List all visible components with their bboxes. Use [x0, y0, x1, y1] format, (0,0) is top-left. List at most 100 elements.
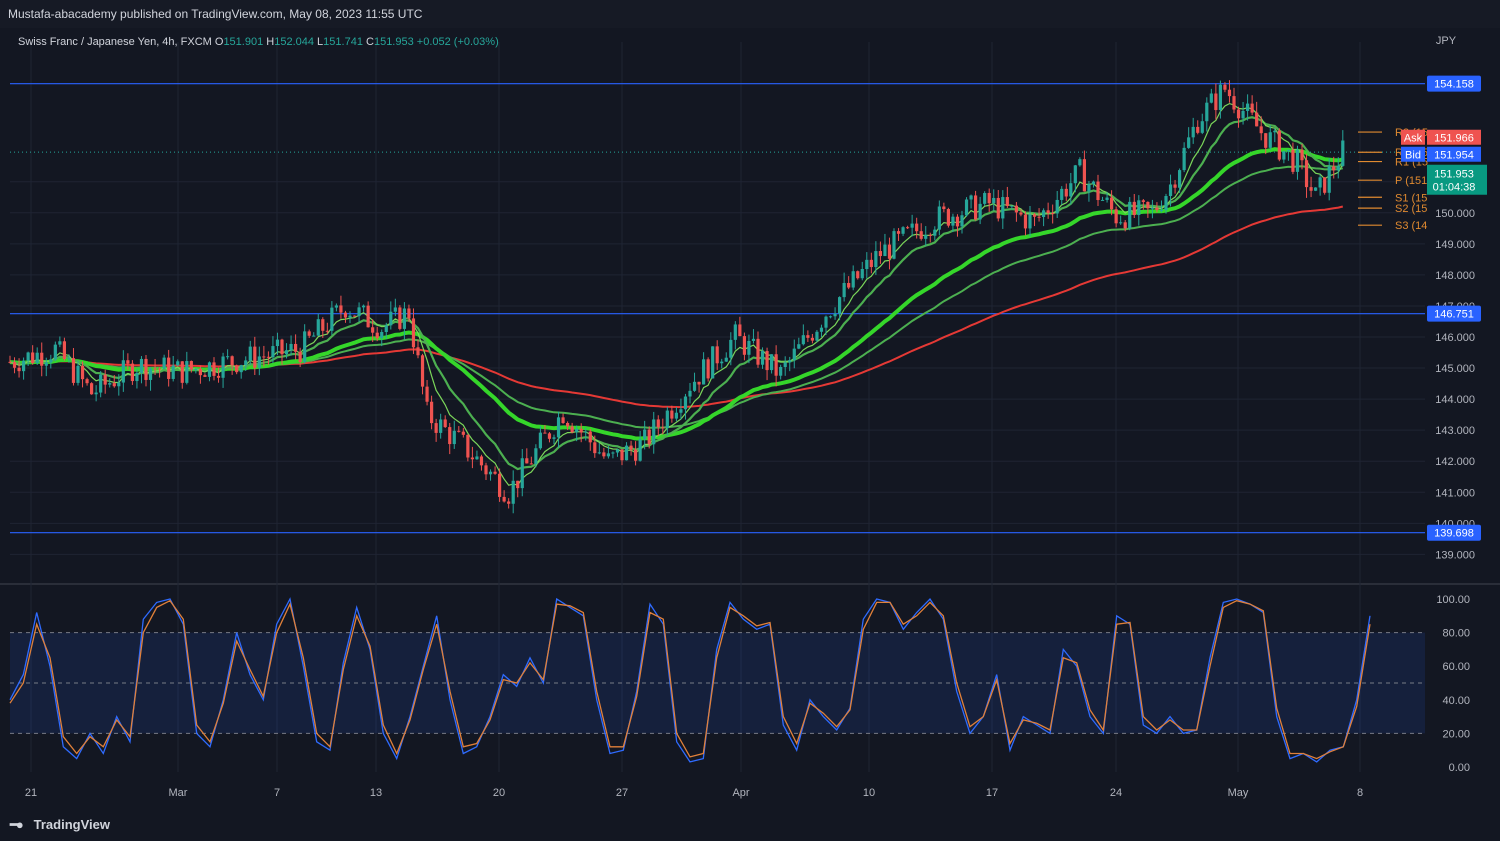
candle-body — [303, 331, 307, 362]
candle-body — [1273, 130, 1277, 133]
candle-body — [847, 282, 851, 288]
candle-body — [593, 442, 597, 454]
candle-body — [425, 386, 429, 402]
candle-body — [1309, 187, 1313, 191]
candle-body — [711, 346, 715, 379]
ohlc-change: +0.052 (+0.03%) — [417, 36, 499, 48]
candle-body — [511, 480, 515, 504]
price-tick-label: 141.000 — [1435, 487, 1475, 499]
stoch-tick-label: 40.00 — [1442, 695, 1470, 707]
candle-body — [878, 251, 882, 257]
candle-body — [216, 375, 221, 378]
candle-body — [865, 259, 869, 269]
candle-body — [17, 367, 21, 372]
candle-body — [1069, 183, 1073, 197]
candle-body — [525, 458, 529, 464]
candle-body — [892, 231, 896, 259]
candle-body — [325, 330, 329, 332]
candle-body — [747, 340, 751, 355]
candle-body — [312, 335, 316, 337]
candle-body — [670, 410, 674, 419]
candle-body — [1277, 130, 1281, 160]
candle-body — [479, 456, 484, 466]
candle-body — [788, 360, 792, 363]
candle-body — [652, 419, 656, 445]
candle-body — [801, 335, 805, 345]
candle-body — [906, 227, 910, 229]
level-badge — [1427, 75, 1481, 92]
candle-body — [343, 312, 348, 318]
candle-body — [212, 362, 216, 376]
candle-body — [516, 480, 520, 489]
candle-body — [928, 234, 932, 236]
tradingview-logo[interactable]: ━● TradingView — [10, 817, 110, 833]
candle-body — [448, 427, 452, 445]
candle-body — [1023, 214, 1028, 229]
candle-body — [284, 350, 289, 355]
stoch-tick-label: 20.00 — [1442, 728, 1470, 740]
stochastic-pane: 0.00 20.00 40.00 60.00 80.00 100.00 — [9, 594, 1470, 774]
price-tick-label: 148.000 — [1435, 270, 1475, 282]
candle-body — [230, 356, 234, 366]
candle-body — [760, 351, 765, 365]
candle-body — [1091, 181, 1096, 185]
candle-body — [1295, 149, 1300, 172]
ohlc-l-key: L — [317, 36, 323, 48]
time-tick-label: 8 — [1357, 787, 1363, 799]
candle-body — [71, 358, 76, 383]
symbol-name: Swiss Franc / Japanese Yen, 4h, FXCM — [18, 36, 215, 48]
candle-body — [1323, 177, 1327, 193]
candle-body — [189, 361, 193, 370]
candle-body — [112, 383, 116, 387]
candle-body — [901, 227, 905, 234]
candle-body — [275, 339, 280, 347]
candle-body — [765, 351, 769, 371]
candle-body — [679, 409, 683, 413]
candle-body — [321, 319, 325, 331]
candle-body — [942, 206, 946, 210]
candle-body — [815, 331, 819, 341]
current-price-label: 151.953 — [1434, 169, 1474, 181]
candle-body — [692, 381, 697, 391]
candle-body — [94, 392, 98, 395]
candle-body — [1164, 196, 1168, 210]
level-badge — [1427, 305, 1481, 322]
candle-body — [869, 259, 873, 268]
candle-body — [1114, 209, 1118, 224]
candle-body — [384, 325, 388, 333]
candle-body — [90, 383, 94, 395]
candle-body — [828, 316, 833, 318]
candle-body — [1178, 170, 1182, 188]
candle-body — [1318, 177, 1322, 188]
candle-body — [969, 195, 973, 200]
price-tick-label: 143.000 — [1435, 425, 1475, 437]
candle-body — [615, 449, 620, 453]
ohlc-h-key: H — [266, 36, 274, 48]
candle-body — [493, 471, 497, 474]
candle-body — [738, 324, 742, 337]
candle-body — [1205, 102, 1209, 122]
candle-body — [1232, 96, 1236, 110]
candle-body — [1327, 166, 1331, 193]
candle-body — [62, 341, 66, 359]
pivot-label: S2 (15 — [1395, 203, 1427, 215]
candle-body — [919, 231, 923, 239]
time-tick-label: 13 — [370, 787, 382, 799]
candle-body — [1282, 151, 1286, 160]
candle-body — [1087, 184, 1091, 192]
candle-body — [883, 244, 887, 257]
candle-body — [235, 365, 239, 373]
candle-body — [1200, 121, 1204, 133]
candle-body — [148, 368, 153, 380]
candle-body — [842, 282, 846, 298]
candle-body — [194, 368, 198, 370]
candle-body — [724, 357, 728, 362]
candle-body — [756, 338, 760, 365]
publisher-line: Mustafa-abacademy published on TradingVi… — [8, 7, 423, 21]
candle-body — [76, 365, 80, 383]
candle-body — [706, 359, 710, 379]
candle-body — [126, 360, 130, 364]
brand-name: TradingView — [33, 817, 110, 832]
candle-body — [1014, 205, 1018, 213]
